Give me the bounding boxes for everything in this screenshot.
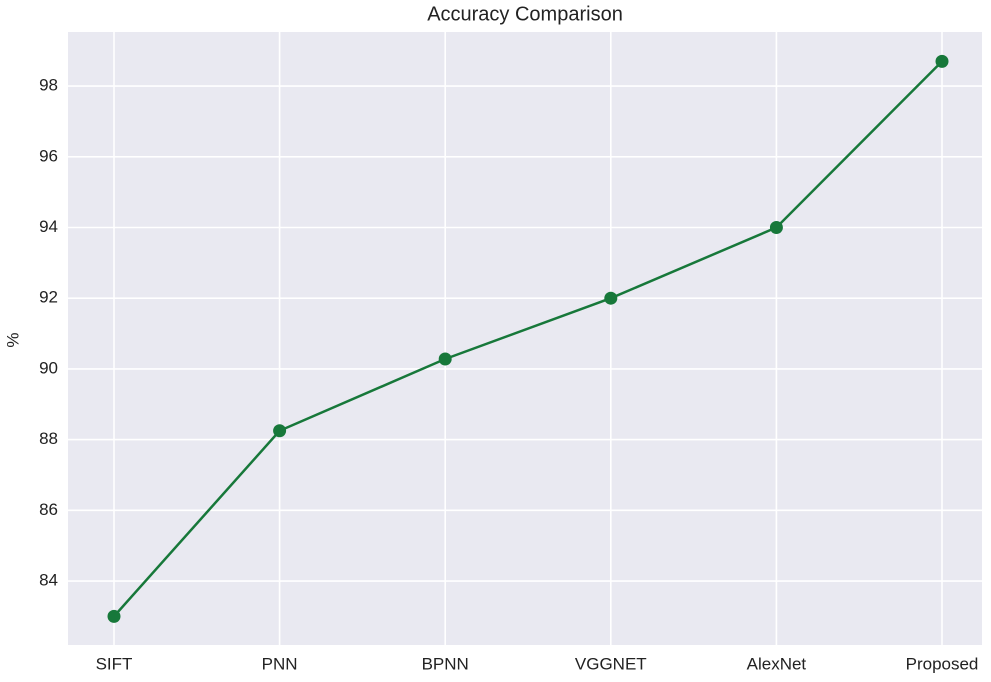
y-axis-label: %	[3, 332, 22, 347]
point	[935, 54, 949, 68]
y-tick-label: 86	[39, 500, 58, 519]
point	[438, 352, 452, 366]
y-tick-label: 98	[39, 76, 58, 95]
point	[107, 609, 121, 623]
plot-area	[68, 32, 982, 645]
x-tick-label: Proposed	[906, 654, 979, 673]
x-tick-label: PNN	[262, 654, 298, 673]
y-tick-label: 92	[39, 288, 58, 307]
x-tick-label: SIFT	[96, 654, 133, 673]
point	[273, 424, 287, 438]
x-tick-label: AlexNet	[747, 654, 807, 673]
point	[769, 220, 783, 234]
line	[113, 60, 943, 618]
x-tick-label: BPNN	[422, 654, 469, 673]
y-tick-label: 88	[39, 429, 58, 448]
x-tick-label: VGGNET	[575, 654, 647, 673]
y-tick-label: 96	[39, 146, 58, 165]
chart-title: Accuracy Comparison	[427, 3, 623, 25]
point	[604, 291, 618, 305]
y-tick-label: 94	[39, 217, 58, 236]
y-tick-label: 84	[39, 570, 58, 589]
y-tick-label: 90	[39, 358, 58, 377]
